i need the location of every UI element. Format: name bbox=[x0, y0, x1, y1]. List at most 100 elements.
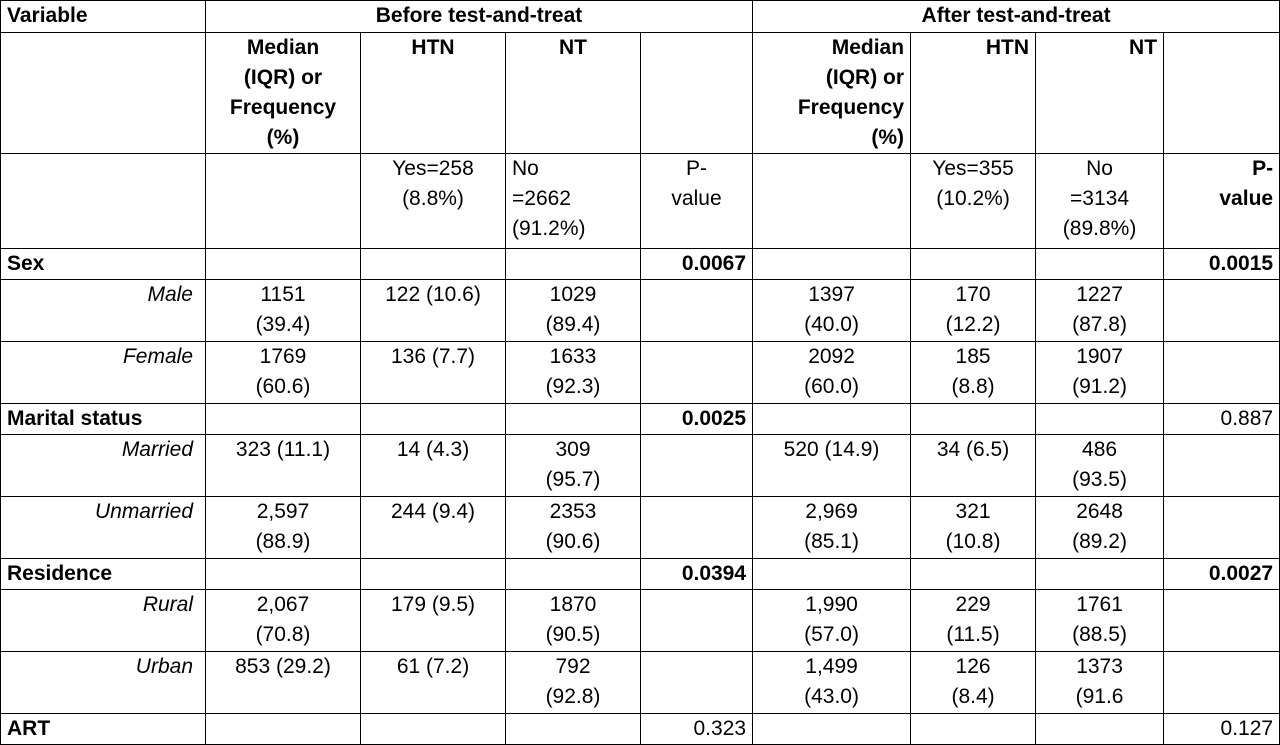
table-cell bbox=[1163, 279, 1280, 342]
table-cell: 2,969 (85.1) bbox=[752, 496, 912, 559]
table-row: Male 1151 (39.4) 122 (10.6) 1029 (89.4) 1397… bbox=[0, 279, 1280, 342]
table-cell: Unmarried bbox=[0, 496, 206, 559]
table-cell bbox=[1035, 403, 1165, 435]
table-cell: 1870 (90.5) bbox=[505, 589, 641, 652]
table-cell: HTN bbox=[360, 32, 506, 154]
table-cell bbox=[1163, 32, 1280, 154]
table-cell: 520 (14.9) bbox=[752, 434, 912, 497]
table-row: Female 1769 (60.6) 136 (7.7) 1633 (92.3) 209… bbox=[0, 341, 1280, 404]
table-row: Residence 0.0394 0.0027 bbox=[0, 558, 1280, 590]
table-cell: 122 (10.6) bbox=[360, 279, 506, 342]
table-cell: 0.0025 bbox=[639, 403, 754, 435]
table-cell: Sex bbox=[0, 248, 206, 280]
table-cell: Marital status bbox=[0, 403, 206, 435]
table-cell: Yes=355 (10.2%) bbox=[910, 153, 1037, 249]
table-cell bbox=[1163, 589, 1280, 652]
table-cell: 1,499 (43.0) bbox=[752, 651, 912, 714]
table-row: ART 0.323 0.127 bbox=[0, 713, 1280, 745]
table-cell bbox=[360, 558, 506, 590]
table-cell: Rural bbox=[0, 589, 206, 652]
table-cell bbox=[505, 403, 641, 435]
table-cell bbox=[639, 341, 754, 404]
table-cell: Residence bbox=[0, 558, 206, 590]
table-cell bbox=[360, 713, 506, 745]
table-cell: Male bbox=[0, 279, 206, 342]
table-cell: 0.887 bbox=[1163, 403, 1280, 435]
table-cell: Urban bbox=[0, 651, 206, 714]
table-cell: 1907 (91.2) bbox=[1035, 341, 1165, 404]
table-cell: 2353 (90.6) bbox=[505, 496, 641, 559]
table-cell bbox=[1163, 496, 1280, 559]
table-cell: Yes=258 (8.8%) bbox=[360, 153, 506, 249]
table-cell: 0.0067 bbox=[639, 248, 754, 280]
table-cell: 14 (4.3) bbox=[360, 434, 506, 497]
table-cell bbox=[639, 32, 754, 154]
table-cell: 486 (93.5) bbox=[1035, 434, 1165, 497]
table-cell: 2092 (60.0) bbox=[752, 341, 912, 404]
table-cell: 1373 (91.6 bbox=[1035, 651, 1165, 714]
table-cell: 1151 (39.4) bbox=[205, 279, 361, 342]
table-cell: 185 (8.8) bbox=[910, 341, 1037, 404]
table-cell: 2,597 (88.9) bbox=[205, 496, 361, 559]
table-cell: 792 (92.8) bbox=[505, 651, 641, 714]
table-cell: No =3134 (89.8%) bbox=[1035, 153, 1165, 249]
table-cell: 179 (9.5) bbox=[360, 589, 506, 652]
table-cell: 0.0027 bbox=[1163, 558, 1280, 590]
table-cell: 321 (10.8) bbox=[910, 496, 1037, 559]
table-cell: 0.127 bbox=[1163, 713, 1280, 745]
table-cell: 0.323 bbox=[639, 713, 754, 745]
table-cell bbox=[505, 248, 641, 280]
table-cell bbox=[205, 153, 361, 249]
table-cell bbox=[752, 248, 912, 280]
table-cell bbox=[910, 713, 1037, 745]
header-cell: Before test-and-treat bbox=[204, 0, 754, 33]
table-cell: 126 (8.4) bbox=[910, 651, 1037, 714]
table-cell: 323 (11.1) bbox=[205, 434, 361, 497]
table-cell: 1227 (87.8) bbox=[1035, 279, 1165, 342]
table-cell bbox=[639, 651, 754, 714]
table-row: Rural 2,067 (70.8) 179 (9.5) 1870 (90.5) 1,9… bbox=[0, 589, 1280, 652]
table-row: Unmarried 2,597 (88.9) 244 (9.4) 2353 (90.6… bbox=[0, 496, 1280, 559]
table-cell: 229 (11.5) bbox=[910, 589, 1037, 652]
table-cell bbox=[752, 558, 912, 590]
table-cell bbox=[752, 403, 912, 435]
table-row: Marital status 0.0025 0.887 bbox=[0, 403, 1280, 435]
table-cell: Female bbox=[0, 341, 206, 404]
table-cell: 170 (12.2) bbox=[910, 279, 1037, 342]
header-cell: After test-and-treat bbox=[752, 0, 1280, 33]
table-row: Married 323 (11.1) 14 (4.3) 309 (95.7) 520 (… bbox=[0, 434, 1280, 497]
table-cell bbox=[752, 713, 912, 745]
table-cell bbox=[639, 496, 754, 559]
table-cell: P- value bbox=[1163, 153, 1280, 249]
table-cell: 853 (29.2) bbox=[205, 651, 361, 714]
table-cell: 244 (9.4) bbox=[360, 496, 506, 559]
table-cell: 34 (6.5) bbox=[910, 434, 1037, 497]
table-cell: 1761 (88.5) bbox=[1035, 589, 1165, 652]
table-cell bbox=[910, 558, 1037, 590]
table-cell: HTN bbox=[910, 32, 1037, 154]
table-cell: 1029 (89.4) bbox=[505, 279, 641, 342]
table-cell: 1633 (92.3) bbox=[505, 341, 641, 404]
table-cell bbox=[205, 403, 361, 435]
table-cell bbox=[1035, 558, 1165, 590]
table-cell: NT bbox=[1035, 32, 1165, 154]
table-cell bbox=[639, 589, 754, 652]
table-cell: 2,067 (70.8) bbox=[205, 589, 361, 652]
table-cell bbox=[360, 248, 506, 280]
table-cell: NT bbox=[505, 32, 641, 154]
table-cell bbox=[1163, 341, 1280, 404]
table-cell bbox=[205, 248, 361, 280]
table-cell bbox=[505, 558, 641, 590]
table-cell bbox=[910, 248, 1037, 280]
table-cell: 1,990 (57.0) bbox=[752, 589, 912, 652]
table-cell bbox=[205, 558, 361, 590]
table-cell: ART bbox=[0, 713, 206, 745]
table-cell bbox=[1035, 248, 1165, 280]
table-cell: 2648 (89.2) bbox=[1035, 496, 1165, 559]
table-cell bbox=[1163, 651, 1280, 714]
table-cell bbox=[205, 713, 361, 745]
table-cell: 0.0394 bbox=[639, 558, 754, 590]
table-cell: 1397 (40.0) bbox=[752, 279, 912, 342]
